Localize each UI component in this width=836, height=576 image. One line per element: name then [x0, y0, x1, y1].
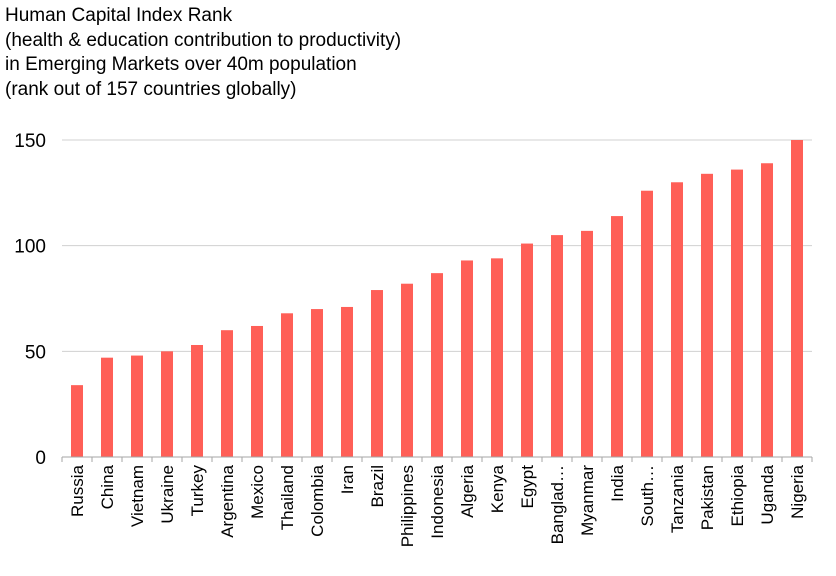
bar: [101, 357, 113, 457]
x-tick-label: Brazil: [368, 465, 387, 508]
bar: [71, 385, 83, 457]
x-tick-label: Pakistan: [698, 465, 717, 530]
bar: [401, 283, 413, 457]
x-tick-label: Turkey: [188, 465, 207, 517]
y-tick-label: 100: [14, 237, 46, 258]
bar: [791, 140, 803, 457]
x-tick-label: Vietnam: [128, 465, 147, 527]
x-tick-label: Thailand: [278, 465, 297, 530]
bar: [611, 216, 623, 457]
bar: [491, 258, 503, 457]
y-tick-label: 150: [14, 131, 46, 152]
bar: [161, 351, 173, 457]
x-tick-label: Banglad…: [548, 465, 567, 544]
x-tick-label: Nigeria: [788, 464, 807, 518]
x-tick-label: Ethiopia: [728, 464, 747, 526]
bar: [641, 190, 653, 457]
x-tick-label: Myanmar: [578, 465, 597, 536]
x-tick-label: Tanzania: [668, 464, 687, 533]
bar: [371, 290, 383, 457]
x-tick-label: South…: [638, 465, 657, 526]
x-tick-label: India: [608, 464, 627, 501]
bar: [191, 344, 203, 457]
chart-title-line-1: Human Capital Index Rank: [5, 5, 233, 26]
x-tick-label: China: [98, 464, 117, 509]
y-tick-label: 50: [25, 342, 46, 363]
x-tick-label: Uganda: [758, 464, 777, 524]
bar: [461, 260, 473, 457]
bar: [341, 306, 353, 457]
x-tick-label: Russia: [68, 464, 87, 517]
bar: [551, 235, 563, 457]
bar: [221, 330, 233, 457]
bar: [311, 309, 323, 457]
x-tick-label: Egypt: [518, 465, 537, 509]
x-tick-label: Iran: [338, 465, 357, 494]
bar: [761, 163, 773, 457]
x-tick-label: Mexico: [248, 465, 267, 519]
bar: [521, 243, 533, 457]
chart-title: Human Capital Index Rank (health & educa…: [5, 4, 401, 102]
chart-title-line-2: (health & education contribution to prod…: [5, 29, 402, 51]
x-tick-label: Philippines: [398, 465, 417, 547]
chart-title-line-4: (rank out of 157 countries globally): [5, 78, 297, 100]
x-tick-label: Ukraine: [158, 465, 177, 524]
x-tick-label: Argentina: [218, 464, 237, 537]
y-tick-label: 0: [35, 448, 46, 469]
bar: [431, 273, 443, 457]
bar: [701, 173, 713, 457]
bar: [281, 313, 293, 457]
bar: [581, 230, 593, 457]
x-tick-label: Kenya: [488, 464, 507, 513]
chart-title-line-3: in Emerging Markets over 40m population: [5, 54, 357, 75]
x-tick-label: Algeria: [458, 464, 477, 517]
x-tick-label: Indonesia: [428, 464, 447, 538]
bar: [131, 355, 143, 457]
bar: [731, 169, 743, 457]
bar: [671, 182, 683, 457]
bar: [251, 325, 263, 457]
x-tick-label: Colombia: [308, 464, 327, 536]
